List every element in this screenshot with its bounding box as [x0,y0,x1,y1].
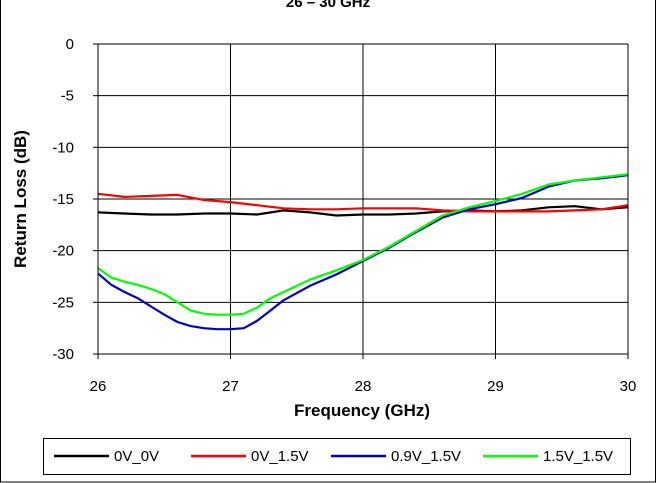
series-line-0v-1-5v [97,192,629,213]
legend-label: 0V_0V [114,448,159,465]
y-tick-label: -30 [52,346,74,363]
y-tick-label: -15 [52,191,74,208]
legend-label: 0V_1.5V [251,448,309,465]
series-line-0v-0v [97,205,629,217]
chart-title: 26 – 30 GHz [286,0,370,11]
y-tick-label: -5 [61,88,74,105]
x-tick-label: 30 [620,378,637,395]
y-tick-label: -20 [52,243,74,260]
x-axis-title: Frequency (GHz) [294,401,430,420]
y-tick-label: 0 [66,36,74,53]
legend: 0V_0V 0V_1.5V 0.9V_1.5V 1.5V_1.5V [43,438,631,475]
y-tick-label: -10 [52,139,74,156]
series-line-0-9v-1-5v [97,174,629,331]
y-axis-title: Return Loss (dB) [11,130,30,268]
x-tick-label: 28 [355,378,372,395]
x-tick-label: 29 [487,378,504,395]
legend-label: 1.5V_1.5V [543,448,613,465]
series-line-1-5v-1-5v [97,173,629,316]
y-tick-label: -25 [52,294,74,311]
x-tick-label: 26 [90,378,107,395]
x-tick-label: 27 [222,378,239,395]
legend-label: 0.9V_1.5V [391,448,461,465]
